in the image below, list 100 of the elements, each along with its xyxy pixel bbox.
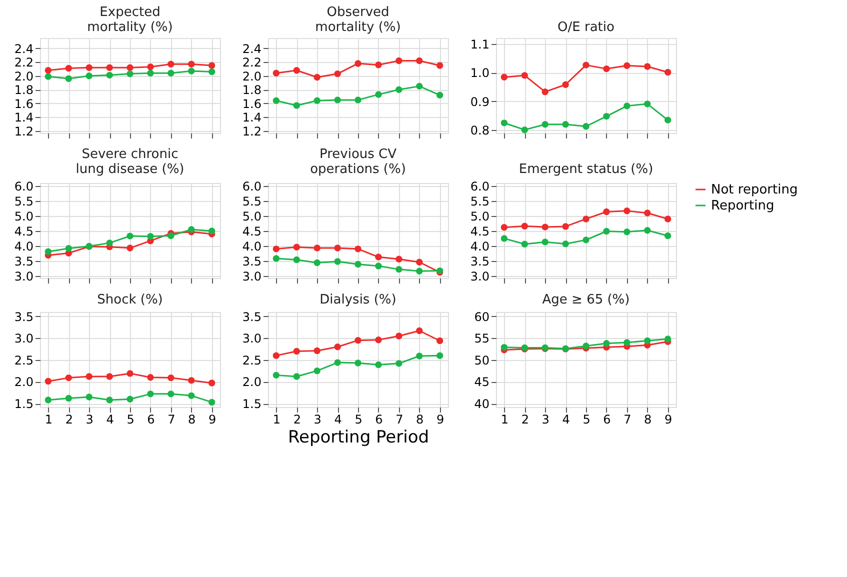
point	[521, 72, 528, 79]
point	[664, 116, 672, 124]
x-tick-label: 6	[375, 412, 383, 426]
point	[314, 347, 320, 354]
x-tick-label: 4	[562, 412, 570, 426]
point	[106, 72, 113, 79]
point	[314, 74, 320, 81]
y-tick-label: 2.0	[14, 69, 34, 84]
y-tick-label: 55	[474, 332, 490, 346]
y-tick-label: 6.0	[242, 179, 262, 194]
point	[582, 342, 590, 350]
point	[188, 226, 195, 233]
point	[562, 240, 569, 248]
point	[416, 327, 423, 334]
point	[293, 256, 300, 264]
point	[334, 359, 341, 366]
point	[396, 86, 402, 93]
point	[562, 121, 569, 128]
point	[126, 70, 134, 78]
point	[126, 64, 134, 71]
y-tick-label: 5.5	[14, 194, 34, 208]
point	[644, 100, 651, 108]
point	[293, 102, 300, 109]
point	[314, 259, 320, 266]
x-tick-label: 2	[65, 412, 73, 426]
point	[644, 227, 651, 234]
y-tick-label: 1.0	[470, 66, 490, 80]
y-tick-label: 2.5	[14, 353, 34, 368]
legend-label: Reporting	[711, 198, 774, 214]
point	[416, 268, 423, 274]
y-tick-label: 5.5	[242, 194, 262, 208]
point	[208, 398, 216, 406]
x-tick-label: 3	[542, 412, 550, 426]
point	[542, 238, 548, 246]
x-tick-label: 1	[44, 412, 52, 426]
y-tick-label: 3.5	[14, 254, 34, 268]
point	[624, 339, 630, 346]
point	[86, 64, 92, 71]
x-tick-label: 4	[334, 412, 342, 426]
point	[375, 62, 382, 68]
point	[436, 352, 444, 359]
chart-title: Severe chronic lung disease (%)	[76, 146, 184, 177]
chart-title: Dialysis (%)	[320, 292, 396, 308]
point	[293, 348, 300, 355]
point	[416, 82, 423, 90]
point	[314, 367, 320, 374]
point	[416, 57, 423, 64]
point	[147, 374, 154, 381]
point	[624, 228, 630, 236]
point	[272, 255, 280, 262]
y-tick-label: 2.4	[242, 42, 262, 56]
point	[293, 67, 300, 74]
point	[603, 208, 610, 216]
x-tick-label: 8	[416, 412, 424, 426]
y-tick-label: 3.0	[242, 269, 262, 284]
y-tick-label: 3.0	[14, 269, 34, 284]
point	[436, 62, 444, 69]
point	[208, 228, 216, 234]
x-tick-label: 3	[86, 412, 94, 426]
point	[86, 394, 92, 400]
point	[562, 81, 569, 88]
point	[44, 73, 52, 80]
point	[354, 336, 362, 344]
chart-title: Shock (%)	[97, 292, 163, 308]
x-tick-label: 8	[188, 412, 196, 426]
point	[644, 337, 651, 344]
y-tick-label: 1.5	[242, 397, 262, 412]
y-tick-label: 5.0	[14, 209, 34, 224]
point	[396, 256, 402, 262]
y-tick-label: 6.0	[14, 179, 34, 194]
y-tick-label: 2.4	[14, 42, 34, 56]
point	[562, 223, 569, 230]
point	[375, 254, 382, 260]
point	[354, 60, 362, 67]
point	[126, 244, 134, 252]
point	[521, 240, 528, 248]
point	[624, 102, 630, 110]
point	[44, 378, 52, 385]
point	[582, 216, 590, 222]
x-tick-label: 6	[603, 412, 611, 426]
point	[86, 72, 92, 80]
point	[126, 232, 134, 240]
y-tick-label: 2.2	[14, 56, 34, 70]
point	[208, 68, 216, 76]
point	[208, 62, 216, 69]
y-tick-label: 1.8	[242, 83, 262, 98]
point	[375, 336, 382, 344]
y-tick-label: 3.5	[242, 254, 262, 268]
point	[396, 57, 402, 64]
point	[334, 96, 341, 104]
legend-label: Not reporting	[711, 182, 798, 198]
chart-title: Age ≥ 65 (%)	[542, 292, 630, 308]
point	[624, 62, 630, 69]
point	[168, 390, 174, 398]
y-tick-label: 1.4	[14, 110, 34, 125]
point	[416, 258, 423, 266]
y-tick-label: 6.0	[470, 179, 490, 194]
x-tick-label: 7	[168, 412, 176, 426]
point	[65, 374, 72, 382]
point	[664, 216, 672, 222]
